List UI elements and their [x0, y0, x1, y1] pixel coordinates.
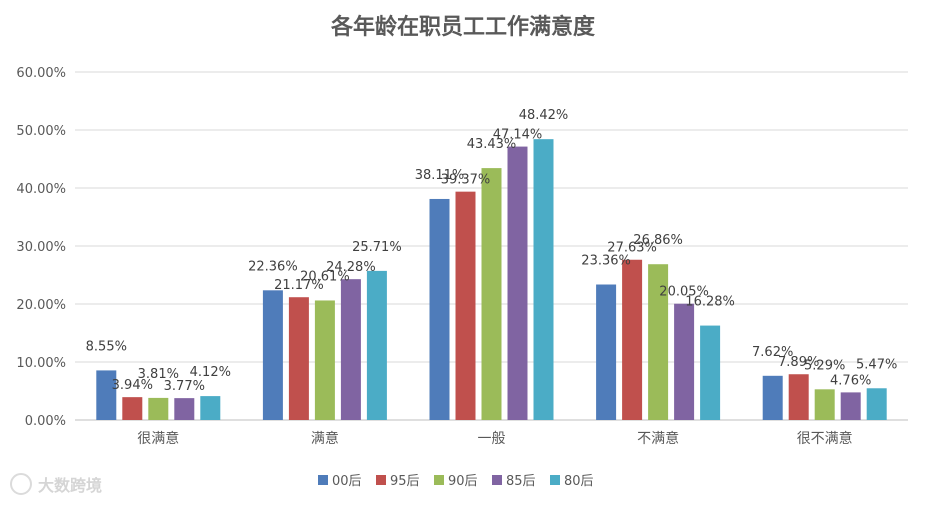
chart-title: 各年龄在职员工工作满意度	[330, 14, 596, 40]
data-label: 38.11%	[415, 168, 465, 183]
data-label: 3.94%	[112, 378, 153, 393]
bar	[481, 168, 502, 420]
watermark: 大数跨境	[10, 472, 102, 496]
bar	[596, 284, 617, 420]
x-axis-ticks: 很满意 满意 一般 不满意 很不满意	[137, 430, 852, 447]
legend-label: 85后	[506, 474, 536, 489]
bar	[814, 389, 835, 420]
data-label: 16.28%	[685, 295, 735, 310]
bar	[340, 279, 361, 420]
data-label: 47.14%	[493, 128, 543, 143]
data-label: 5.29%	[804, 358, 845, 373]
data-label: 4.76%	[830, 373, 871, 388]
data-label: 3.81%	[138, 367, 179, 382]
bar	[455, 191, 476, 420]
legend-swatch	[550, 475, 560, 485]
y-axis-ticks: 0.00% 10.00% 20.00% 30.00% 40.00% 50.00% 60.00…	[16, 66, 66, 429]
bar	[866, 388, 887, 420]
bar	[200, 396, 221, 420]
bar	[533, 139, 554, 420]
legend-label: 00后	[332, 474, 362, 489]
bar	[788, 374, 809, 420]
bar	[288, 297, 309, 420]
data-label: 23.36%	[581, 254, 631, 269]
y-tick-label: 20.00%	[16, 298, 66, 313]
bar	[840, 392, 861, 420]
y-tick-label: 0.00%	[25, 414, 66, 429]
data-label: 7.89%	[778, 355, 819, 370]
bar	[648, 264, 669, 420]
data-label: 20.61%	[300, 269, 350, 284]
legend: 00后 95后 90后 85后 80后	[318, 474, 594, 489]
bar	[366, 270, 387, 420]
y-tick-label: 60.00%	[16, 66, 66, 81]
data-label: 20.05%	[659, 285, 709, 300]
data-label: 4.12%	[190, 365, 231, 380]
y-tick-label: 30.00%	[16, 240, 66, 255]
legend-swatch	[434, 475, 444, 485]
y-tick-label: 50.00%	[16, 124, 66, 139]
data-label: 21.17%	[274, 278, 324, 293]
data-label: 27.63%	[607, 241, 657, 256]
bar	[314, 300, 335, 420]
legend-label: 80后	[564, 474, 594, 489]
data-label: 39.37%	[441, 173, 491, 188]
bar	[148, 397, 169, 420]
data-label: 7.62%	[752, 345, 793, 360]
x-tick-label: 满意	[311, 430, 339, 447]
data-label: 24.28%	[326, 260, 376, 275]
bars	[96, 139, 887, 420]
legend-label: 90后	[448, 474, 478, 489]
data-label: 22.36%	[248, 259, 298, 274]
y-tick-label: 10.00%	[16, 356, 66, 371]
data-label: 25.71%	[352, 240, 402, 255]
watermark-logo-icon	[10, 473, 32, 495]
x-tick-label: 不满意	[637, 430, 679, 447]
bar	[429, 198, 450, 420]
bar	[174, 398, 195, 420]
bar	[507, 146, 528, 420]
bar	[96, 370, 117, 420]
data-label: 26.86%	[633, 233, 683, 248]
data-labels: 8.55%3.94%3.81%3.77%4.12%22.36%21.17%20.…	[86, 108, 898, 394]
x-tick-label: 很不满意	[797, 430, 853, 447]
data-label: 8.55%	[86, 339, 127, 354]
bar	[622, 259, 643, 420]
bar	[122, 397, 143, 420]
data-label: 3.77%	[164, 379, 205, 394]
legend-swatch	[318, 475, 328, 485]
legend-swatch	[376, 475, 386, 485]
bar	[700, 325, 721, 420]
bar	[262, 290, 283, 420]
x-tick-label: 很满意	[137, 430, 179, 447]
bar	[674, 303, 695, 420]
legend-swatch	[492, 475, 502, 485]
data-label: 48.42%	[519, 108, 569, 123]
watermark-text: 大数跨境	[38, 476, 103, 495]
data-label: 5.47%	[856, 357, 897, 372]
legend-label: 95后	[390, 474, 420, 489]
y-tick-label: 40.00%	[16, 182, 66, 197]
bar	[762, 375, 783, 420]
x-tick-label: 一般	[478, 431, 506, 447]
data-label: 43.43%	[467, 137, 517, 152]
